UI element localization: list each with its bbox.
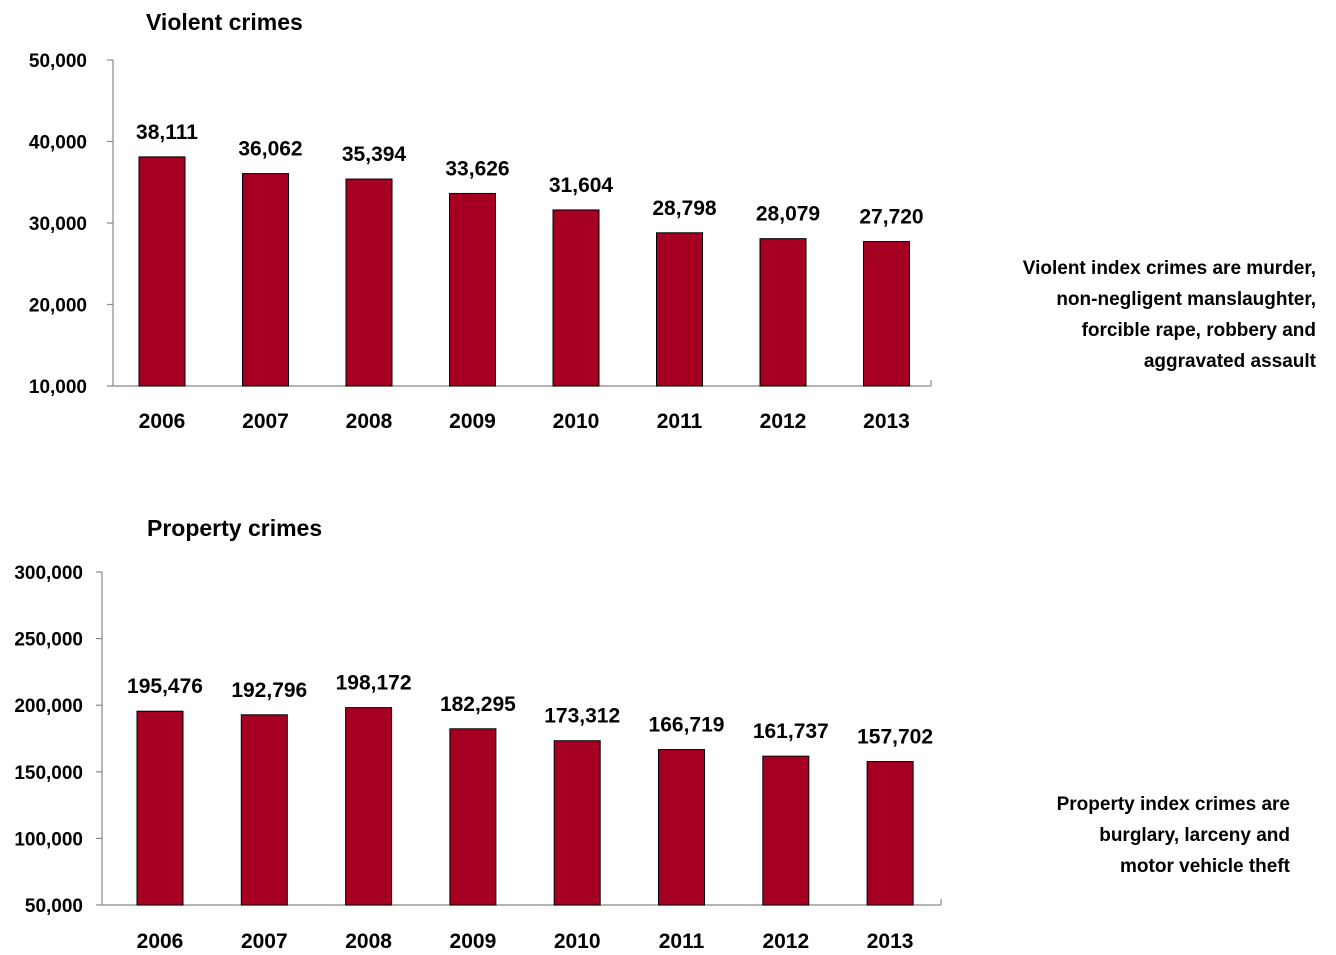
bar-value-label: 182,295 bbox=[440, 693, 516, 716]
bar-value-label: 157,702 bbox=[857, 726, 933, 749]
bar bbox=[759, 238, 807, 387]
bar-value-label: 35,394 bbox=[342, 143, 407, 166]
x-tick-label: 2009 bbox=[449, 410, 496, 433]
x-tick-label: 2008 bbox=[345, 930, 392, 953]
bar-value-label: 28,079 bbox=[756, 203, 820, 226]
chart-title: Violent crimes bbox=[146, 9, 303, 35]
bar bbox=[553, 740, 601, 906]
y-tick-label: 100,000 bbox=[14, 829, 83, 850]
y-tick-label: 40,000 bbox=[29, 133, 87, 154]
note-line: motor vehicle theft bbox=[1120, 856, 1290, 877]
bar bbox=[658, 749, 705, 906]
y-tick-label: 20,000 bbox=[29, 296, 87, 317]
x-tick-label: 2008 bbox=[346, 410, 393, 433]
x-tick-label: 2013 bbox=[863, 410, 910, 433]
property-crimes-note: Property index crimes are burglary, larc… bbox=[1057, 789, 1290, 882]
bar bbox=[345, 707, 393, 906]
y-tick-label: 250,000 bbox=[14, 630, 83, 651]
bar bbox=[345, 178, 393, 387]
violent-crimes-note: Violent index crimes are murder, non-neg… bbox=[1023, 253, 1316, 377]
note-line: non-negligent manslaughter, bbox=[1056, 289, 1316, 310]
x-tick-label: 2010 bbox=[554, 930, 601, 953]
bar bbox=[552, 209, 600, 387]
x-tick-label: 2007 bbox=[242, 410, 289, 433]
bar bbox=[449, 728, 497, 906]
bar-value-label: 198,172 bbox=[336, 672, 412, 695]
bar bbox=[449, 192, 496, 387]
bar-value-label: 33,626 bbox=[445, 157, 509, 180]
bar bbox=[240, 714, 288, 906]
bar bbox=[242, 173, 289, 387]
x-tick-label: 2011 bbox=[659, 930, 705, 953]
bar-value-label: 36,062 bbox=[238, 138, 302, 161]
bar bbox=[136, 710, 184, 906]
y-tick-label: 300,000 bbox=[14, 563, 83, 584]
note-line: Violent index crimes are murder, bbox=[1022, 258, 1316, 279]
x-tick-label: 2009 bbox=[450, 930, 497, 953]
x-tick-label: 2006 bbox=[137, 930, 184, 953]
y-tick-label: 200,000 bbox=[14, 696, 83, 717]
y-tick-label: 30,000 bbox=[29, 214, 87, 235]
bar-value-label: 173,312 bbox=[544, 705, 620, 728]
y-tick-label: 150,000 bbox=[14, 763, 83, 784]
bar-value-label: 31,604 bbox=[549, 174, 614, 197]
note-line: burglary, larceny and bbox=[1099, 825, 1290, 846]
bar bbox=[762, 755, 810, 906]
note-line: aggravated assault bbox=[1143, 351, 1316, 372]
note-line: Property index crimes are bbox=[1056, 794, 1290, 815]
bar bbox=[656, 232, 703, 387]
bar-value-label: 161,737 bbox=[753, 720, 829, 743]
note-line: forcible rape, robbery and bbox=[1081, 320, 1316, 341]
x-tick-label: 2010 bbox=[553, 410, 600, 433]
bar bbox=[138, 156, 186, 387]
x-tick-label: 2007 bbox=[241, 930, 288, 953]
y-tick-label: 50,000 bbox=[29, 51, 87, 72]
bar bbox=[863, 241, 910, 387]
x-tick-label: 2012 bbox=[762, 930, 809, 953]
bar-value-label: 38,111 bbox=[136, 121, 198, 144]
y-tick-label: 10,000 bbox=[29, 377, 87, 398]
bar bbox=[866, 761, 914, 906]
chart-title: Property crimes bbox=[147, 515, 322, 541]
bar-value-label: 192,796 bbox=[231, 679, 307, 702]
x-tick-label: 2006 bbox=[139, 410, 186, 433]
bar-value-label: 28,798 bbox=[652, 197, 717, 220]
x-tick-label: 2012 bbox=[760, 410, 807, 433]
x-tick-label: 2013 bbox=[867, 930, 914, 953]
x-tick-label: 2011 bbox=[657, 410, 703, 433]
bar-value-label: 195,476 bbox=[127, 675, 203, 698]
bar-value-label: 27,720 bbox=[859, 206, 923, 229]
y-tick-label: 50,000 bbox=[25, 896, 83, 917]
bar-value-label: 166,719 bbox=[649, 714, 725, 737]
